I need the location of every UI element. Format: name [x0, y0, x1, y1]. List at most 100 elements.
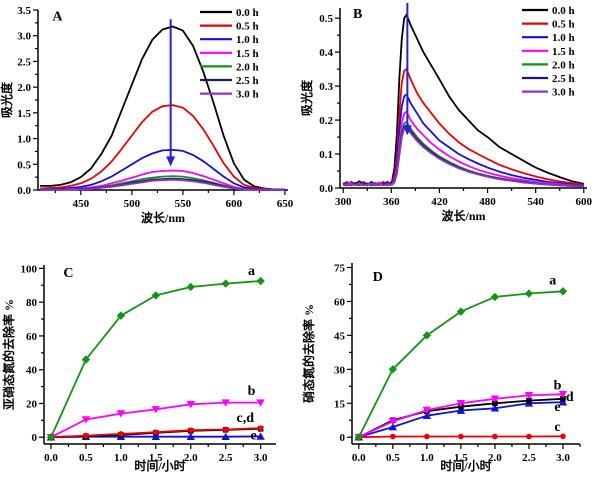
- x-tick-label: 2.0: [184, 452, 198, 464]
- chart-d: 0.0 0.5 1.0 1.5 2.0 2.5 3.0 0 15 30 45 60 75 时间/小时 硝态氮…: [301, 263, 581, 473]
- legend-entry-label: 3.0 h: [552, 87, 575, 99]
- x-tick-label: 1.5: [454, 452, 468, 464]
- tick-labels: 0.0 0.5 1.0 1.5 2.0 2.5 3.0 0 20 40 60 80 100: [21, 263, 269, 464]
- legend-entry-label: 1.5 h: [552, 46, 575, 58]
- curve-label: e: [251, 428, 257, 443]
- legend-entry-label: 1.0 h: [236, 34, 259, 46]
- data-point-marker: [492, 433, 498, 440]
- x-tick-label: 550: [175, 198, 192, 210]
- curve-label: c,d: [237, 411, 255, 426]
- data-point-marker: [186, 282, 195, 292]
- legend-entry-label: 0.5 h: [552, 19, 575, 31]
- x-tick-label: 2.0: [488, 452, 502, 464]
- data-point-marker: [221, 279, 230, 288]
- x-axis-title: 时间/小时: [440, 458, 491, 473]
- data-point-marker: [560, 395, 566, 402]
- legend-entry-label: 2.5 h: [236, 75, 259, 87]
- data-point-marker: [456, 399, 466, 408]
- y-tick-label: 20: [26, 398, 38, 410]
- data-point-marker: [422, 406, 432, 415]
- tick-marks: [335, 17, 585, 193]
- series-b: [354, 390, 568, 442]
- data-point-marker: [116, 311, 126, 320]
- data-point-marker: [456, 406, 466, 414]
- x-tick-label: 3.0: [556, 452, 570, 464]
- y-tick-label: 3.0: [17, 31, 31, 43]
- x-axis-title: 波长/nm: [141, 210, 185, 225]
- y-tick-label: 60: [26, 331, 38, 343]
- data-point-marker: [490, 404, 500, 412]
- tick-marks: [39, 267, 262, 449]
- chart-a: 450 500 550 600 650 0.0 0.5 1.0 1.5 2.0 2.5 3.0 3.5 波…: [0, 5, 294, 225]
- data-point-marker: [456, 307, 466, 316]
- panel-letter: C: [63, 266, 73, 281]
- data-point-marker: [151, 406, 161, 414]
- x-tick-label: 650: [277, 198, 294, 210]
- data-point-marker: [118, 431, 124, 437]
- y-tick-label: 45: [334, 330, 346, 342]
- curve-label: a: [549, 273, 556, 288]
- panel-letter: A: [52, 9, 63, 24]
- x-tick-label: 500: [124, 198, 141, 210]
- y-tick-label: 75: [334, 263, 346, 275]
- legend-entry-label: 0.0 h: [552, 5, 575, 17]
- y-tick-label: 0: [32, 432, 38, 444]
- series-0.0-h: [40, 25, 285, 191]
- decrease-arrow: [166, 19, 176, 167]
- data-point-marker: [560, 433, 566, 440]
- y-tick-label: 100: [21, 263, 38, 275]
- y-tick-label: 80: [26, 297, 38, 309]
- data-point-marker: [558, 287, 568, 296]
- data-point-marker: [256, 432, 265, 440]
- legend-entry-label: 2.0 h: [552, 59, 575, 71]
- data-point-marker: [221, 432, 230, 441]
- tick-labels: 300 360 420 480 540 600 0.0 0.1 0.2 0.3 0.4 0.5: [319, 13, 592, 208]
- axes: [351, 263, 580, 445]
- curve-label: b: [248, 384, 256, 399]
- data-point-marker: [81, 355, 91, 364]
- y-tick-label: 3.5: [17, 5, 31, 17]
- data-point-marker: [526, 397, 532, 404]
- legend-entry-label: 1.5 h: [236, 48, 259, 60]
- x-tick-label: 0.5: [79, 452, 93, 464]
- data-point-marker: [83, 432, 89, 439]
- data-point-marker: [187, 427, 194, 433]
- curve-label: e: [554, 400, 560, 415]
- x-tick-label: 0.0: [352, 452, 366, 464]
- legend: 0.0 h 0.5 h1.0 h 1.5 h2.0 h 2.5 h 3.0 h: [522, 5, 575, 99]
- y-tick-label: 0.3: [319, 81, 333, 93]
- data-point-marker: [390, 433, 396, 440]
- legend-entry-label: 0.5 h: [236, 21, 259, 33]
- x-tick-label: 3.0: [254, 452, 268, 464]
- y-tick-label: 40: [26, 365, 38, 377]
- y-tick-label: 15: [334, 398, 346, 410]
- data-point-marker: [222, 426, 229, 433]
- series-0.5-h: [39, 104, 285, 191]
- legend-entry-label: 3.0 h: [236, 89, 259, 101]
- legend: 0.0 h 0.5 h1.0 h 1.5 h2.0 h 2.5 h 3.0 h: [200, 7, 259, 101]
- x-tick-label: 450: [73, 198, 90, 210]
- series-0.0-h: [342, 13, 584, 187]
- series-c: [48, 425, 264, 441]
- tick-labels: 0.0 0.5 1.0 1.5 2.0 2.5 3.0 0 15 30 45 60 75: [334, 263, 570, 464]
- chart-c: 0.0 0.5 1.0 1.5 2.0 2.5 3.0 0 20 40 60 80 100 时间/小时 亚硝…: [1, 263, 276, 473]
- series-c: [356, 433, 566, 441]
- series-1.5-h: [342, 110, 584, 187]
- axes: [43, 265, 276, 445]
- y-tick-label: 0.5: [319, 13, 333, 25]
- y-axis-title: 吸光度: [300, 79, 314, 116]
- legend-entry-label: 1.0 h: [552, 32, 575, 44]
- panel-c-nitrite-removal: 0.0 0.5 1.0 1.5 2.0 2.5 3.0 0 20 40 60 80 100 时间/小时 亚硝…: [0, 237, 300, 474]
- panel-d-nitrate-removal: 0.0 0.5 1.0 1.5 2.0 2.5 3.0 0 15 30 45 60 75 时间/小时 硝态氮…: [300, 237, 600, 474]
- data-point-marker: [257, 425, 264, 431]
- data-point-marker: [458, 433, 464, 440]
- x-axis-title: 波长/nm: [441, 208, 485, 223]
- data-point-marker: [151, 291, 161, 300]
- data-point-marker: [490, 395, 500, 403]
- y-tick-label: 60: [334, 296, 346, 308]
- curve-label: a: [248, 264, 255, 279]
- chart-b: 300 360 420 480 540 600 0.0 0.1 0.2 0.3 0.4 0.5 波长/n…: [299, 2, 593, 223]
- x-tick-label: 600: [226, 198, 243, 210]
- y-tick-label: 0.5: [17, 159, 31, 171]
- y-axis-title: 吸光度: [0, 81, 14, 118]
